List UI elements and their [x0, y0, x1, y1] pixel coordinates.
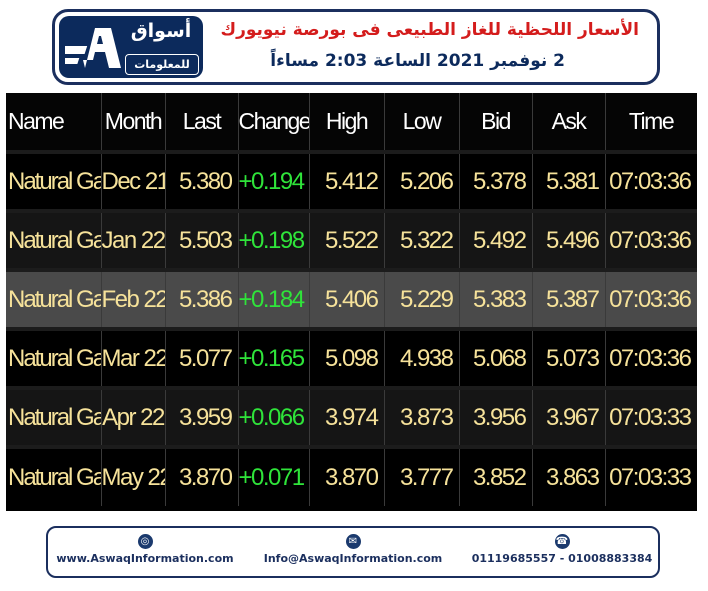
- cell-bid: 3.852: [459, 445, 533, 506]
- cell-change: +0.184: [238, 268, 310, 329]
- cell-last: 3.870: [165, 445, 239, 506]
- cell-last: 5.380: [165, 150, 239, 211]
- cell-high: 3.870: [309, 445, 385, 506]
- table-row: Natural Gas Jan 22 5.503 +0.198 5.522 5.…: [6, 209, 697, 270]
- cell-ask: 3.863: [532, 445, 606, 506]
- column-header-bid: Bid: [459, 93, 533, 152]
- cell-low: 5.229: [384, 268, 460, 329]
- cell-month: Jan 22: [101, 209, 166, 270]
- column-header-last: Last: [165, 93, 239, 152]
- logo-subtitle: للمعلومات: [125, 54, 199, 75]
- cell-month: Dec 21: [101, 150, 166, 211]
- header-banner: أسواق للمعلومات الأسعار اللحظية للغاز ال…: [52, 9, 660, 85]
- cell-bid: 3.956: [459, 386, 533, 447]
- cell-bid: 5.068: [459, 327, 533, 388]
- cell-last: 5.503: [165, 209, 239, 270]
- column-header-name: Name: [6, 93, 102, 152]
- cell-name: Natural Gas: [6, 386, 102, 447]
- prices-table-container: Name Month Last Change High Low Bid Ask …: [6, 93, 697, 511]
- cell-name: Natural Gas: [6, 209, 102, 270]
- column-header-low: Low: [384, 93, 460, 152]
- cell-last: 5.077: [165, 327, 239, 388]
- cell-ask: 5.496: [532, 209, 606, 270]
- cell-time: 07:03:36: [605, 150, 697, 211]
- cell-name: Natural Gas: [6, 268, 102, 329]
- email-link[interactable]: Info@AswaqInformation.com: [263, 552, 443, 565]
- cell-change: +0.165: [238, 327, 310, 388]
- column-header-time: Time: [605, 93, 697, 152]
- cell-ask: 5.387: [532, 268, 606, 329]
- table-row-highlighted: Natural Gas Feb 22 5.386 +0.184 5.406 5.…: [6, 268, 697, 329]
- cell-high: 5.098: [309, 327, 385, 388]
- logo-a-mark-icon: [65, 28, 121, 68]
- table-header-row: Name Month Last Change High Low Bid Ask …: [6, 93, 697, 152]
- logo-text: أسواق: [130, 20, 192, 42]
- cell-ask: 5.381: [532, 150, 606, 211]
- footer-email[interactable]: ✉ Info@AswaqInformation.com: [262, 534, 444, 565]
- cell-ask: 3.967: [532, 386, 606, 447]
- phone-icon: ☎: [554, 534, 570, 549]
- envelope-icon: ✉: [345, 534, 361, 549]
- cell-bid: 5.492: [459, 209, 533, 270]
- date-time-line: 2 نوفمبر 2021 الساعة 2:03 مساءاً: [270, 51, 565, 71]
- table-row: Natural Gas May 22 3.870 +0.071 3.870 3.…: [6, 445, 697, 506]
- prices-table: Name Month Last Change High Low Bid Ask …: [6, 93, 697, 506]
- column-header-high: High: [309, 93, 385, 152]
- cell-bid: 5.383: [459, 268, 533, 329]
- cell-change: +0.066: [238, 386, 310, 447]
- cell-month: Mar 22: [101, 327, 166, 388]
- cell-name: Natural Gas: [6, 445, 102, 506]
- cell-time: 07:03:33: [605, 386, 697, 447]
- cell-time: 07:03:36: [605, 209, 697, 270]
- cell-bid: 5.378: [459, 150, 533, 211]
- cell-name: Natural Gas: [6, 327, 102, 388]
- cell-month: Apr 22: [101, 386, 166, 447]
- page-title: الأسعار اللحظية للغاز الطبيعى فى بورصة ن…: [220, 20, 639, 40]
- aswaq-logo: أسواق للمعلومات: [59, 16, 203, 78]
- website-link[interactable]: www.AswaqInformation.com: [56, 552, 234, 565]
- column-header-change: Change: [238, 93, 310, 152]
- cell-time: 07:03:33: [605, 445, 697, 506]
- footer-website[interactable]: ◎ www.AswaqInformation.com: [56, 534, 234, 565]
- phone-numbers[interactable]: 01119685557 - 01008883384: [471, 552, 653, 565]
- cell-low: 5.322: [384, 209, 460, 270]
- table-row: Natural Gas Mar 22 5.077 +0.165 5.098 4.…: [6, 327, 697, 388]
- cell-high: 3.974: [309, 386, 385, 447]
- cell-month: May 22: [101, 445, 166, 506]
- globe-icon: ◎: [137, 534, 153, 549]
- contact-footer: ◎ www.AswaqInformation.com ✉ Info@AswaqI…: [46, 526, 660, 578]
- cell-month: Feb 22: [101, 268, 166, 329]
- cell-last: 3.959: [165, 386, 239, 447]
- cell-change: +0.071: [238, 445, 310, 506]
- cell-change: +0.198: [238, 209, 310, 270]
- cell-high: 5.406: [309, 268, 385, 329]
- column-header-month: Month: [101, 93, 166, 152]
- cell-high: 5.522: [309, 209, 385, 270]
- cell-low: 5.206: [384, 150, 460, 211]
- cell-low: 3.777: [384, 445, 460, 506]
- table-row: Natural Gas Dec 21 5.380 +0.194 5.412 5.…: [6, 150, 697, 211]
- cell-change: +0.194: [238, 150, 310, 211]
- cell-low: 3.873: [384, 386, 460, 447]
- column-header-ask: Ask: [532, 93, 606, 152]
- footer-phones[interactable]: ☎ 01119685557 - 01008883384: [470, 534, 654, 565]
- cell-name: Natural Gas: [6, 150, 102, 211]
- cell-ask: 5.073: [532, 327, 606, 388]
- cell-high: 5.412: [309, 150, 385, 211]
- cell-last: 5.386: [165, 268, 239, 329]
- cell-time: 07:03:36: [605, 327, 697, 388]
- cell-time: 07:03:36: [605, 268, 697, 329]
- cell-low: 4.938: [384, 327, 460, 388]
- table-row: Natural Gas Apr 22 3.959 +0.066 3.974 3.…: [6, 386, 697, 447]
